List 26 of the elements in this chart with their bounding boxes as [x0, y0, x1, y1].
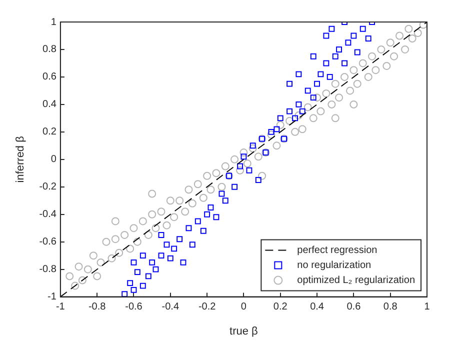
- y-tick-label: 0.8: [42, 44, 57, 56]
- x-tick-label: 0: [240, 302, 247, 313]
- legend-label: perfect regression: [297, 245, 378, 256]
- y-tick-label: -0.8: [39, 264, 57, 276]
- x-tick-label: 0.6: [346, 302, 362, 313]
- x-tick-label: -0.8: [88, 302, 106, 313]
- y-tick-label: 0.6: [42, 72, 57, 83]
- y-tick-label: 0.2: [42, 126, 57, 138]
- y-tick-label: -0.2: [39, 182, 57, 193]
- y-tick-label: -0.4: [39, 209, 57, 220]
- y-tick-label: 1: [50, 16, 57, 28]
- legend-label: optimized L₂ regularization: [297, 275, 416, 286]
- x-axis-title: true β: [230, 325, 258, 338]
- y-tick-label: 0.4: [42, 99, 57, 110]
- x-tick-label: -0.2: [198, 302, 216, 313]
- y-tick-label: -1: [48, 292, 57, 303]
- x-tick-label: 0.4: [310, 302, 324, 313]
- x-tick-label: 1: [424, 302, 430, 313]
- x-tick-label: -0.6: [125, 302, 143, 313]
- x-tick-label: -0.4: [162, 302, 180, 313]
- legend-label: no regularization: [297, 260, 372, 272]
- x-tick-label: 0.2: [273, 302, 288, 313]
- y-axis-title: inferred β: [14, 136, 27, 183]
- y-tick-label: -0.6: [39, 236, 57, 248]
- y-tick-label: 0: [50, 154, 57, 166]
- x-tick-label: 0.8: [383, 302, 398, 313]
